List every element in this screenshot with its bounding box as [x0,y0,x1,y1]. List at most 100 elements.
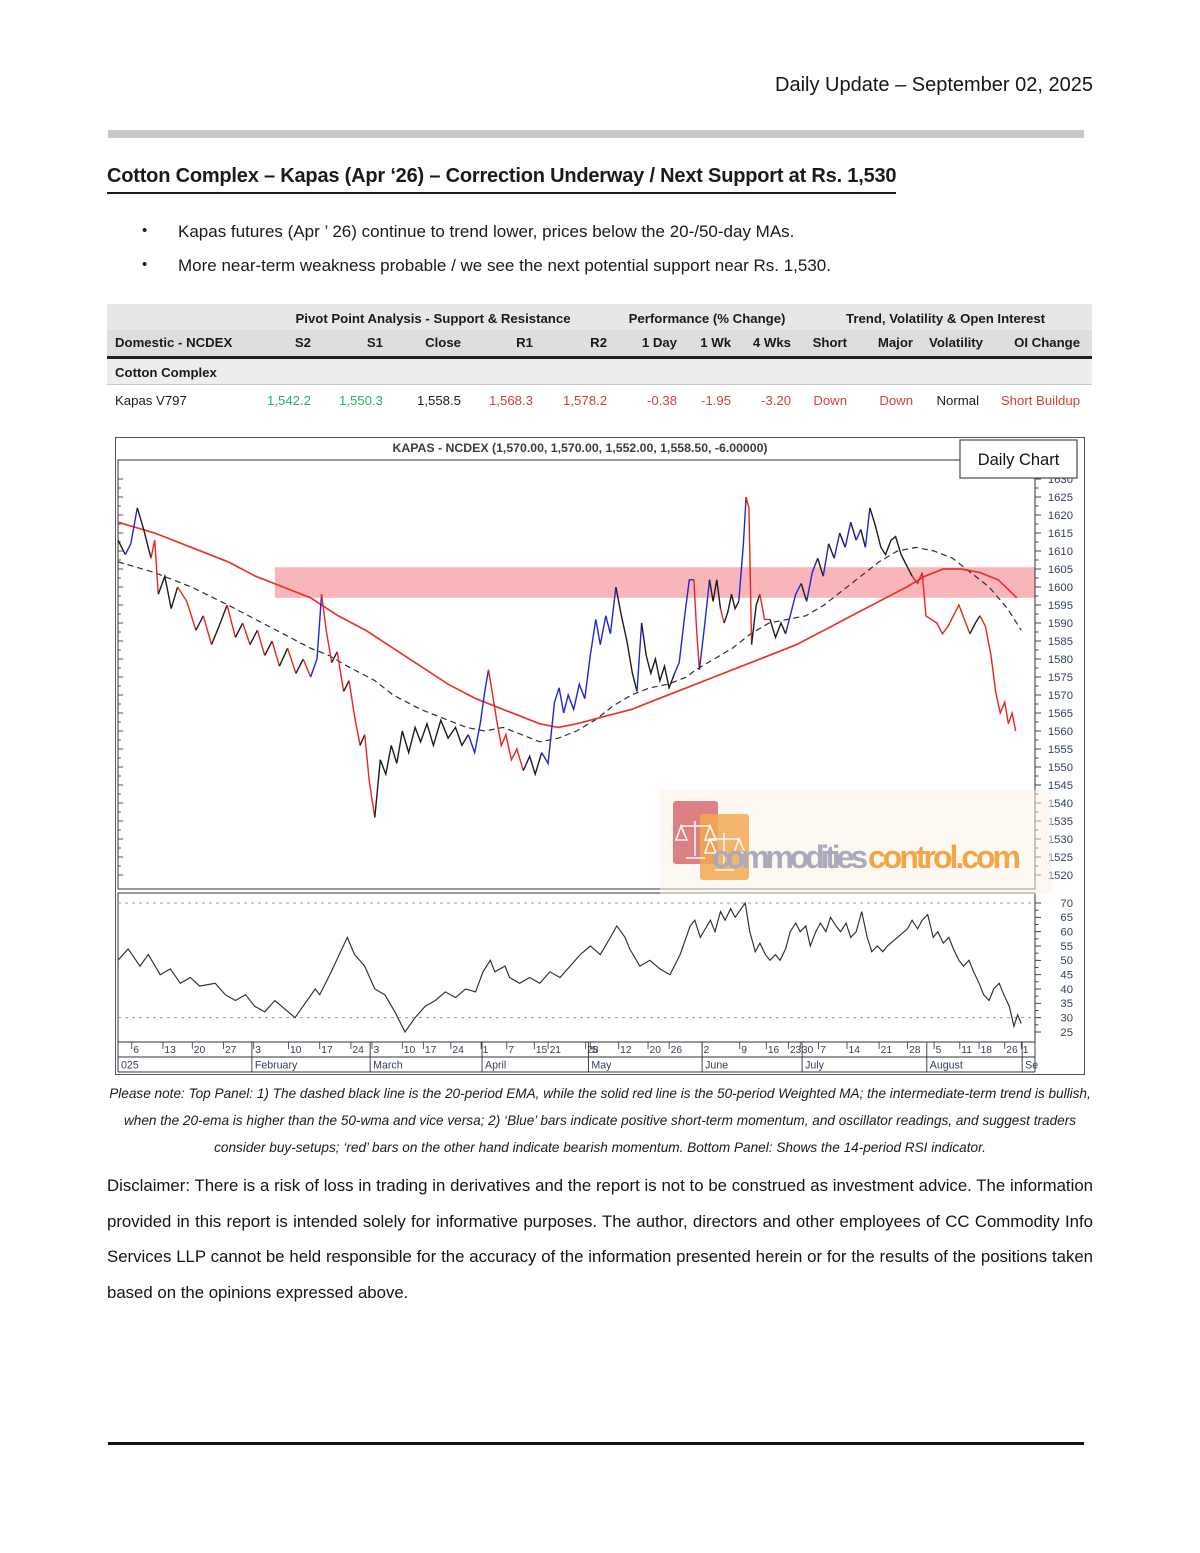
price-line-segment [636,622,643,692]
col-domestic-ncdex: Domestic - NCDEX [107,330,251,359]
watermark-text-gray: commodities [712,839,868,875]
watermark: commodities control.com [660,790,1052,894]
price-panel-frame [117,459,1036,890]
footer-rule [108,1442,1084,1445]
x-axis-day-label: 9 [741,1045,747,1056]
x-axis-day-label: 17 [425,1045,437,1056]
price-axis-label: 1540 [1048,798,1073,810]
chart-footnote: Please note: Top Panel: 1) The dashed bl… [109,1086,1091,1155]
price-line-segment [177,586,197,631]
price-axis-label: 1550 [1048,762,1073,774]
price-line-segment [822,543,830,577]
price-axis-label: 1595 [1048,600,1073,612]
price-line-segment [226,604,237,638]
price-line-segment [541,586,617,766]
x-axis-month-label: Se [1025,1060,1038,1072]
section-label: Cotton Complex [107,357,1093,385]
x-axis-day-label: 3 [374,1045,380,1056]
col-oi-change: OI Change [987,330,1093,359]
price-line-segment [855,529,862,541]
cell-instrument: Kapas V797 [115,393,187,408]
price-line-segment [202,615,213,645]
x-axis-day-label: 28 [909,1045,921,1056]
rsi-axis-label: 40 [1060,984,1073,996]
price-axis-label: 1520 [1048,870,1073,882]
price-line-segment [234,622,244,638]
x-axis-month-label: August [930,1060,963,1072]
price-line-segment [249,629,259,645]
x-axis-day-label: 10 [290,1045,302,1056]
bullet-icon: • [142,256,148,273]
x-axis-day-label: 30 [802,1045,814,1056]
price-line-segment [124,507,138,555]
price-line-segment [738,496,747,602]
x-axis-day-label: 20 [650,1045,662,1056]
price-axis-label: 1610 [1048,546,1073,558]
price-line-segment [264,640,273,656]
x-axis-day-label: 20 [194,1045,206,1056]
x-axis-day-label: 1 [1023,1045,1029,1056]
cell-short-trend: Down [813,393,848,408]
x-axis-day-label: 7 [508,1045,514,1056]
price-line-segment [278,647,289,667]
bullet-text: Kapas futures (Apr ’ 26) continue to tre… [178,222,795,241]
price-line-segment [256,630,266,656]
cell-volatility: Normal [936,393,980,408]
price-line-segment [750,593,761,645]
price-line-segment [242,622,251,645]
header-divider-bar [108,130,1084,138]
cell-major-trend: Down [879,393,914,408]
x-axis-month-label: June [705,1060,728,1072]
price-line-segment [342,680,350,692]
x-axis-day-label: 23 [790,1045,802,1056]
cell-4wks: -3.20 [760,393,792,408]
x-axis-day-label: 15 [536,1045,548,1056]
x-axis-day-label: 21 [550,1045,562,1056]
price-line-segment [864,507,871,548]
price-axis-label: 1625 [1048,492,1073,504]
x-axis-day-label: 24 [352,1045,364,1056]
summary-bullets: • Kapas futures (Apr ’ 26) continue to t… [140,222,1070,290]
price-line-segment [640,622,676,691]
cell-1wk: -1.95 [700,393,732,408]
price-line-segment [359,734,366,746]
section-title: Cotton Complex – Kapas (Apr ‘26) – Corre… [107,165,897,194]
col-4wks: 4 Wks [739,330,800,359]
col-close: Close [391,330,469,359]
report-date-header: Daily Update – September 02, 2025 [775,74,1093,96]
price-line-segment [860,529,867,548]
price-line-segment [759,594,770,621]
col-s2: S2 [251,330,319,359]
wma50-line [117,521,1018,729]
price-axis-label: 1605 [1048,564,1073,576]
price-line-segment [911,572,971,636]
price-line-segment [969,615,981,635]
col-r1: R1 [469,330,541,359]
cell-r2: 1,578.2 [563,393,608,408]
group-header-trend: Trend, Volatility & Open Interest [799,304,1093,330]
x-axis-day-label: 2 [704,1045,710,1056]
price-line-segment [850,521,857,541]
price-line-segment [828,543,835,559]
price-line-segment [723,594,740,624]
price-line-segment [784,583,802,634]
col-short: Short [799,330,856,359]
price-axis-label: 1560 [1048,726,1073,738]
x-axis-day-label: 6 [133,1045,139,1056]
rsi-axis-label: 30 [1060,1013,1073,1025]
x-axis-day-label: 21 [881,1045,893,1056]
cell-close: 1,558.5 [417,393,461,408]
table-section-row: Cotton Complex [107,357,1093,385]
x-axis-day-label: 28 [587,1045,599,1056]
price-line-segment [295,658,304,674]
price-line-segment [320,594,333,663]
price-line-segment [336,651,345,692]
price-line-segment [833,532,841,559]
bullet-text: More near-term weakness probable / we se… [178,256,831,275]
price-line-segment [467,669,490,756]
price-line-segment [487,669,524,771]
x-axis-day-label: 26 [671,1045,683,1056]
cell-oi-change: Short Buildup [1000,393,1081,408]
price-line-segment [698,579,711,670]
table-group-header-row: Pivot Point Analysis - Support & Resista… [107,304,1093,330]
